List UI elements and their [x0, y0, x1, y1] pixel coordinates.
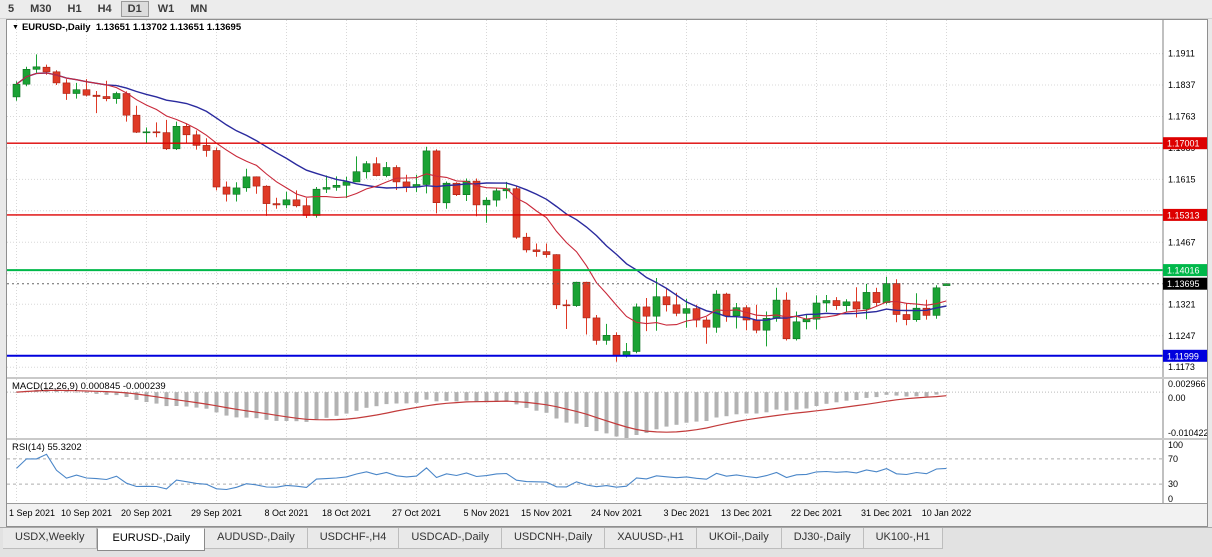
- svg-text:0: 0: [1168, 494, 1173, 503]
- svg-text:30: 30: [1168, 479, 1178, 489]
- date-tick-label: 1 Sep 2021: [9, 508, 56, 518]
- svg-text:1.1467: 1.1467: [1168, 237, 1196, 247]
- date-axis[interactable]: 1 Sep 2021 10 Sep 2021 20 Sep 2021 29 Sep 2…: [7, 504, 1207, 526]
- svg-text:1.14016: 1.14016: [1167, 266, 1200, 276]
- date-tick-label: 5 Nov 2021: [463, 508, 510, 518]
- main-grid: [7, 20, 1163, 377]
- svg-text:0.00: 0.00: [1168, 393, 1186, 403]
- timeframe-button-MN[interactable]: MN: [190, 3, 208, 15]
- ma-fast-line: [16, 72, 947, 326]
- chart-symbol-timeframe: EURUSD-,Daily: [21, 22, 91, 33]
- macd-histogram: [14, 389, 949, 438]
- pane-splitter[interactable]: [7, 438, 1207, 440]
- timeframe-button-M30[interactable]: M30: [30, 3, 52, 15]
- macd-grid: [7, 379, 1163, 438]
- chart-window[interactable]: 1.19111.18371.17631.16891.16151.14671.13…: [6, 19, 1208, 527]
- rsi-pane[interactable]: 100 70 30 0 RSI(14) 55.3202: [7, 440, 1207, 503]
- date-tick-label: 15 Nov 2021: [520, 508, 573, 518]
- date-tick-label: 31 Dec 2021: [860, 508, 913, 518]
- macd-indicator-label: MACD(12,26,9) 0.000845 -0.000239: [12, 381, 166, 392]
- date-tick-label: 29 Sep 2021: [190, 508, 243, 518]
- chart-tab-bar: USDX,Weekly EURUSD-,Daily AUDUSD-,Daily USD…: [0, 527, 1212, 557]
- timeframe-button-H4[interactable]: H4: [97, 3, 112, 15]
- main-price-pane[interactable]: 1.19111.18371.17631.16891.16151.14671.13…: [7, 20, 1207, 377]
- svg-text:1.1173: 1.1173: [1168, 362, 1195, 372]
- date-tick-label: 24 Nov 2021: [590, 508, 643, 518]
- pane-splitter[interactable]: [7, 377, 1207, 379]
- svg-text:1.13695: 1.13695: [1167, 279, 1200, 289]
- date-tick-label: 22 Dec 2021: [790, 508, 843, 518]
- timeframe-button-W1[interactable]: W1: [157, 3, 175, 15]
- date-tick-label: 10 Jan 2022: [921, 508, 972, 518]
- chart-tab-usdcnh-daily[interactable]: USDCNH-,Daily: [501, 528, 606, 549]
- chart-tab-audusd-daily[interactable]: AUDUSD-,Daily: [205, 528, 308, 549]
- chart-ohlc-values: 1.13651 1.13702 1.13651 1.13695: [95, 22, 242, 33]
- rsi-axis-labels: 100 70 30 0: [1168, 440, 1183, 503]
- svg-text:1.11999: 1.11999: [1167, 351, 1199, 361]
- horizontal-level-lines[interactable]: [7, 142, 1163, 357]
- chart-header: ▼ EURUSD-,Daily 1.13651 1.13702 1.13651 1…: [12, 22, 241, 33]
- chart-tab-uk100-h1[interactable]: UK100-,H1: [863, 528, 944, 549]
- price-axis-badges: 1.17001 1.15313 1.14016 1.11999 1.13695: [1163, 137, 1207, 362]
- rsi-chart: 100 70 30 0: [7, 440, 1183, 503]
- collapse-triangle-icon[interactable]: ▼: [12, 24, 19, 31]
- date-tick-label: 8 Oct 2021: [264, 508, 309, 518]
- macd-chart: 0.002966 0.00 -0.010422: [7, 379, 1207, 438]
- svg-text:1.1911: 1.1911: [1168, 49, 1195, 59]
- svg-text:1.17001: 1.17001: [1167, 139, 1200, 149]
- svg-text:1.1615: 1.1615: [1168, 174, 1196, 184]
- rsi-line: [16, 453, 947, 491]
- svg-text:1.1321: 1.1321: [1168, 299, 1196, 309]
- date-tick-label: 20 Sep 2021: [120, 508, 173, 518]
- svg-text:1.15313: 1.15313: [1167, 210, 1200, 220]
- chart-tab-dj30-daily[interactable]: DJ30-,Daily: [781, 528, 864, 549]
- svg-text:70: 70: [1168, 454, 1178, 464]
- timeframe-toolbar: 5 M30 H1 H4 D1 W1 MN: [0, 0, 1212, 19]
- macd-signal-line: [16, 389, 947, 433]
- macd-axis-labels: 0.002966 0.00 -0.010422: [1168, 379, 1207, 438]
- timeframe-button-D1[interactable]: D1: [120, 1, 149, 17]
- ma-slow-line: [16, 72, 947, 321]
- timeframe-button-5[interactable]: 5: [8, 3, 15, 15]
- chart-tab-usdx-weekly[interactable]: USDX,Weekly: [3, 528, 98, 549]
- date-tick-label: 10 Sep 2021: [60, 508, 113, 518]
- date-axis-separator: [7, 503, 1207, 504]
- svg-text:100: 100: [1168, 440, 1183, 450]
- date-tick-label: 3 Dec 2021: [663, 508, 710, 518]
- rsi-indicator-label: RSI(14) 55.3202: [12, 442, 82, 453]
- chart-tab-xauusd-h1[interactable]: XAUUSD-,H1: [605, 528, 697, 549]
- timeframe-button-H1[interactable]: H1: [67, 3, 82, 15]
- macd-pane[interactable]: 0.002966 0.00 -0.010422 MACD(12,26,9) 0.00…: [7, 379, 1207, 438]
- price-chart[interactable]: 1.19111.18371.17631.16891.16151.14671.13…: [7, 20, 1207, 377]
- svg-text:1.1247: 1.1247: [1168, 331, 1196, 341]
- candles-layer: [12, 54, 951, 362]
- chart-tab-usdchf-h4[interactable]: USDCHF-,H4: [307, 528, 400, 549]
- svg-text:0.002966: 0.002966: [1168, 379, 1206, 389]
- rsi-grid: [16, 440, 947, 503]
- chart-tab-usdcad-daily[interactable]: USDCAD-,Daily: [399, 528, 502, 549]
- chart-tab-eurusd-daily[interactable]: EURUSD-,Daily: [97, 528, 206, 551]
- date-tick-label: 13 Dec 2021: [720, 508, 773, 518]
- date-tick-label: 27 Oct 2021: [391, 508, 442, 518]
- chart-tab-ukoil-daily[interactable]: UKOil-,Daily: [696, 528, 782, 549]
- svg-text:1.1837: 1.1837: [1168, 80, 1196, 90]
- svg-text:1.1763: 1.1763: [1168, 112, 1196, 122]
- svg-text:-0.010422: -0.010422: [1168, 428, 1207, 438]
- date-tick-label: 18 Oct 2021: [321, 508, 372, 518]
